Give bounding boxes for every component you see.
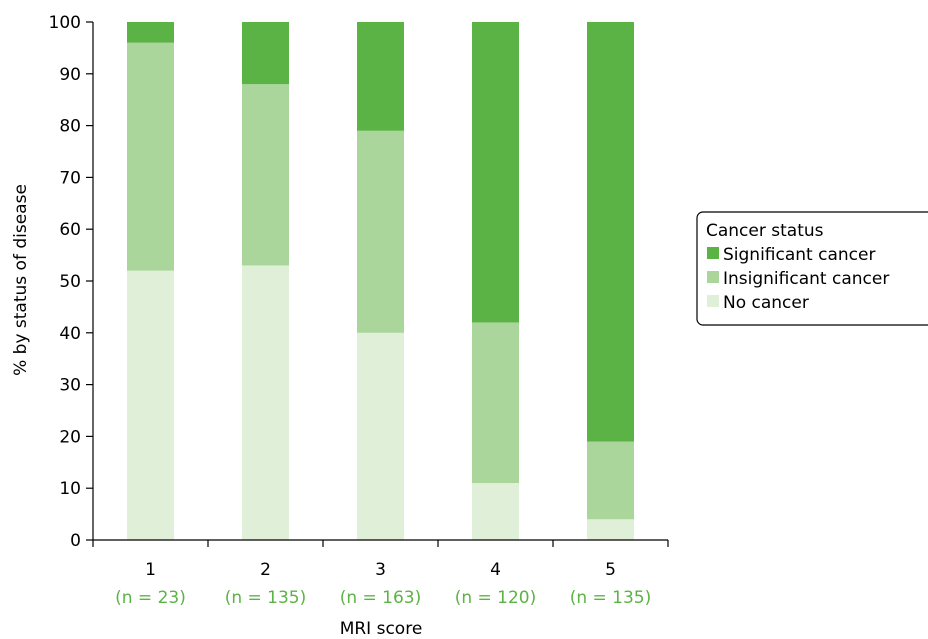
sample-size-label: (n = 135) — [225, 588, 307, 608]
bar-segment-insignificant-cancer-score-5 — [587, 441, 634, 520]
axes-group: 0 10 20 30 40 50 60 70 80 90 100 1 (n = 23) 2 (n = 135… — [49, 13, 669, 608]
legend-swatch-significant-cancer — [707, 247, 719, 259]
x-tick-label: 2 — [260, 560, 271, 580]
x-axis-title: MRI score — [340, 619, 423, 639]
bar-segment-significant-cancer-score-3 — [357, 22, 404, 131]
x-tick-label: 1 — [145, 560, 156, 580]
legend-swatch-insignificant-cancer — [707, 271, 719, 283]
legend-label: Significant cancer — [723, 245, 875, 265]
y-tick-label: 50 — [59, 272, 81, 292]
sample-size-label: (n = 163) — [340, 588, 422, 608]
y-tick-label: 70 — [59, 168, 81, 188]
y-tick-label: 20 — [59, 427, 81, 447]
legend-items: Significant cancer Insignificant cancer No… — [707, 245, 889, 313]
y-tick-label: 10 — [59, 479, 81, 499]
y-tick-label: 90 — [59, 65, 81, 85]
y-tick-label: 30 — [59, 376, 81, 396]
bar-segment-no-cancer-score-4 — [472, 483, 519, 540]
sample-size-label: (n = 135) — [570, 588, 652, 608]
legend-title: Cancer status — [706, 221, 824, 241]
legend: Cancer status Significant cancer Insignif… — [696, 211, 928, 326]
legend-box — [696, 211, 928, 326]
x-tick-label: 3 — [375, 560, 386, 580]
bar-segment-significant-cancer-score-2 — [242, 22, 289, 85]
bar-segment-insignificant-cancer-score-1 — [127, 42, 174, 271]
y-tick-label: 100 — [49, 13, 81, 33]
legend-label: No cancer — [723, 293, 809, 313]
y-tick-label: 0 — [70, 531, 81, 551]
bar-segment-significant-cancer-score-4 — [472, 22, 519, 323]
x-tick-label: 5 — [605, 560, 616, 580]
sample-size-label: (n = 120) — [455, 588, 537, 608]
bar-segment-no-cancer-score-1 — [127, 270, 174, 540]
bar-segment-no-cancer-score-2 — [242, 265, 289, 540]
legend-label: Insignificant cancer — [723, 269, 889, 289]
bar-segment-no-cancer-score-3 — [357, 332, 404, 540]
bar-segment-insignificant-cancer-score-4 — [472, 322, 519, 484]
bars-group — [127, 22, 634, 540]
bar-segment-significant-cancer-score-1 — [127, 22, 174, 43]
y-tick-label: 60 — [59, 220, 81, 240]
x-tick-label: 4 — [490, 560, 501, 580]
sample-size-label: (n = 23) — [115, 588, 186, 608]
legend-swatch-no-cancer — [707, 295, 719, 307]
bar-segment-insignificant-cancer-score-2 — [242, 84, 289, 266]
y-tick-label: 80 — [59, 117, 81, 137]
y-tick-label: 40 — [59, 324, 81, 344]
bar-segment-no-cancer-score-5 — [587, 519, 634, 540]
bar-segment-insignificant-cancer-score-3 — [357, 130, 404, 333]
bar-segment-significant-cancer-score-5 — [587, 22, 634, 442]
y-axis-title: % by status of disease — [11, 184, 31, 376]
